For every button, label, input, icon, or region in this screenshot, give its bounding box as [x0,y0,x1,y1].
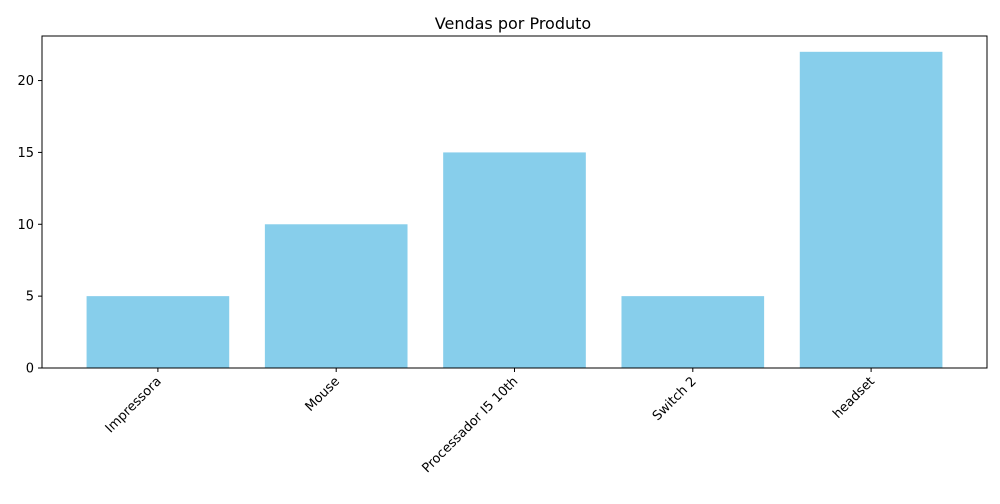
x-tick-label-0: Impressora [103,374,165,436]
x-tick-label-1: Mouse [303,374,343,414]
bar-1 [264,224,408,368]
y-tick-label-0: 0 [26,362,34,377]
bars-group [86,51,943,369]
bar-3 [621,296,765,368]
x-axis: Impressora Mouse Processador I5 10th Switch… [103,368,878,476]
x-tick-label-4: headset [830,374,878,422]
y-tick-label-1: 5 [26,290,34,305]
bar-4 [799,51,943,369]
chart-title: Vendas por Produto [435,14,591,33]
y-tick-label-2: 10 [17,218,34,233]
bar-0 [86,296,230,368]
y-axis: 0 5 10 15 20 [17,74,42,377]
y-tick-label-3: 15 [17,146,34,161]
y-tick-label-4: 20 [17,74,34,89]
x-tick-label-2: Processador I5 10th [419,374,521,476]
x-tick-label-3: Switch 2 [650,374,700,424]
plot-frame [41,35,988,369]
bar-2 [443,152,586,368]
